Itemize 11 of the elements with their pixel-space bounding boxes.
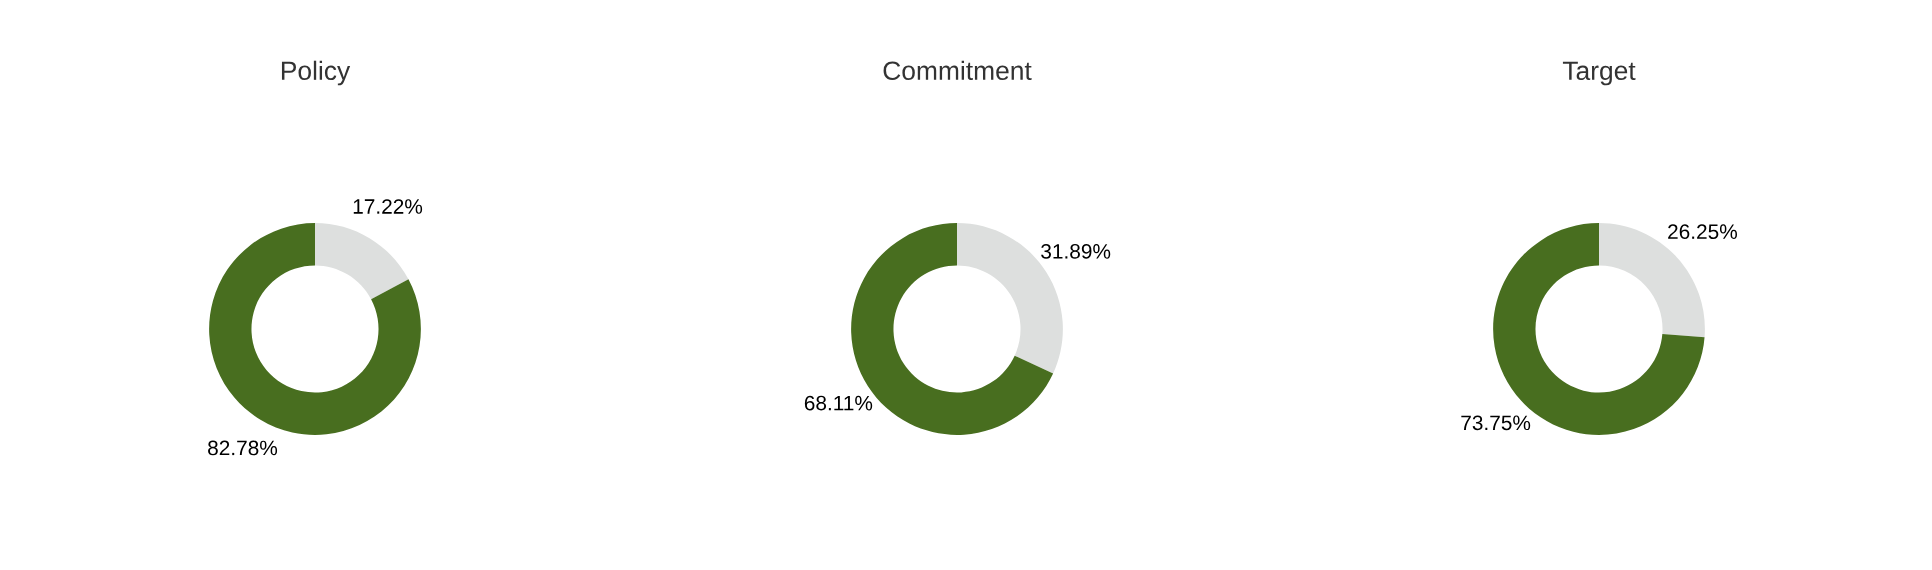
- data-label: 73.75%: [1461, 415, 1531, 431]
- chart-title: Commitment: [883, 60, 1032, 81]
- chart-title: Target: [1562, 61, 1636, 86]
- chart-title: Policy: [281, 60, 351, 86]
- data-label: 68.11%: [804, 395, 873, 411]
- data-label: 31.89%: [1041, 243, 1111, 259]
- donut-slice: [315, 223, 409, 300]
- donut-slice: [209, 223, 421, 435]
- data-label: 26.25%: [1668, 224, 1737, 239]
- data-label: 17.22%: [353, 199, 423, 214]
- data-label: 82.78%: [208, 440, 278, 456]
